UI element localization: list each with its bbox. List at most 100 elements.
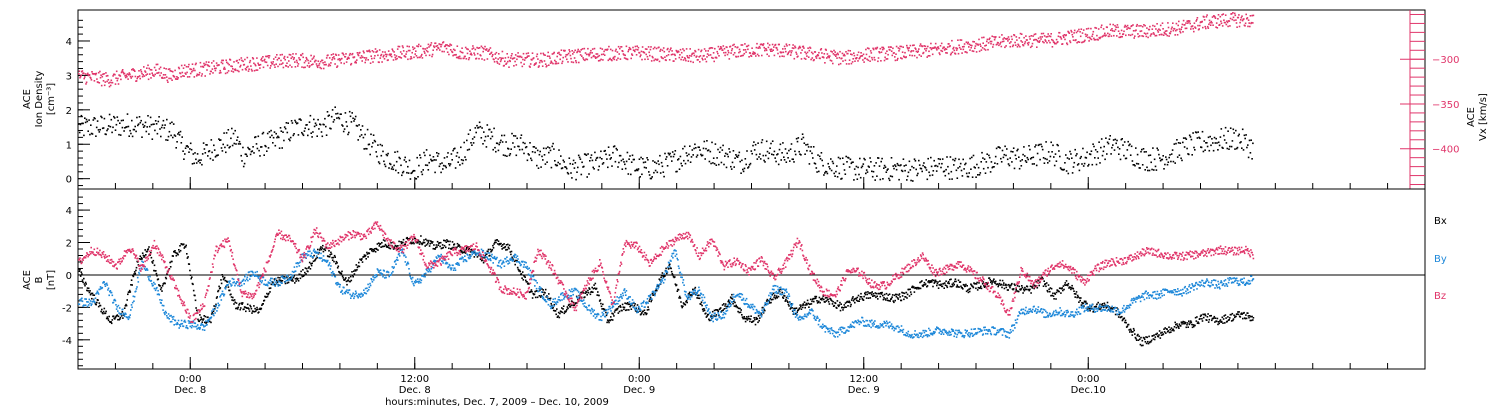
Bx-point	[358, 261, 360, 264]
ion-density-point	[575, 178, 577, 181]
ion-density-point	[290, 120, 293, 122]
vx-point	[842, 54, 845, 57]
ion-density-point	[770, 142, 772, 145]
Bx-point	[484, 254, 487, 257]
vx-point	[745, 51, 747, 53]
vx-point	[1091, 35, 1093, 38]
ion-density-point	[350, 121, 353, 123]
vx-point	[273, 58, 275, 60]
ion-density-point	[818, 155, 821, 158]
vx-point	[927, 45, 929, 48]
ion-density-point	[117, 119, 119, 122]
Bx-point	[993, 278, 995, 280]
vx-point	[222, 59, 224, 62]
ion-density-point	[134, 125, 136, 128]
vx-point	[185, 73, 187, 75]
vx-point	[550, 60, 552, 63]
vx-point	[773, 46, 775, 48]
Bx-point	[284, 282, 287, 285]
ion-density-point	[1029, 148, 1031, 151]
vx-point	[158, 71, 160, 74]
Bx-point	[730, 297, 733, 299]
vx-point	[137, 76, 140, 78]
vx-point	[365, 57, 368, 59]
ion-density-point	[842, 163, 845, 165]
Bx-point	[626, 302, 629, 304]
ion-density-point	[530, 159, 533, 162]
vx-point	[189, 68, 191, 70]
vx-point	[555, 61, 557, 63]
ion-density-point	[666, 165, 669, 167]
vx-point	[853, 54, 856, 57]
vx-point	[515, 64, 518, 66]
Bx-point	[397, 245, 399, 247]
Bx-point	[388, 247, 390, 249]
Bx-point	[801, 306, 804, 309]
vx-point	[633, 49, 635, 52]
vx-point	[1235, 19, 1237, 21]
Bx-point	[1003, 282, 1005, 284]
Bx-point	[218, 285, 220, 288]
Bx-point	[452, 246, 454, 249]
Bx-point	[183, 247, 186, 249]
Bx-point	[311, 262, 313, 265]
vx-point	[486, 58, 489, 60]
ion-density-point	[467, 133, 470, 135]
vx-point	[968, 46, 970, 48]
Bx-point	[215, 303, 217, 306]
Bx-point	[855, 297, 857, 300]
Bx-point	[737, 310, 739, 313]
ion-density-point	[746, 150, 748, 152]
ion-density-point	[699, 149, 701, 151]
vx-point	[1045, 36, 1048, 38]
ion-density-point	[545, 147, 547, 150]
ion-density-point	[978, 174, 981, 176]
Bx-point	[832, 300, 834, 303]
vx-point	[1092, 30, 1095, 33]
Bx-point	[1010, 283, 1013, 286]
vx-point	[1103, 34, 1105, 37]
vx-point	[1113, 34, 1115, 37]
Bx-point	[600, 302, 602, 305]
Bx-point	[965, 283, 967, 286]
ion-density-point	[260, 146, 262, 148]
vx-point	[937, 46, 939, 48]
vx-point	[85, 81, 88, 84]
Bx-point	[850, 299, 853, 301]
vx-point	[877, 60, 879, 63]
ion-density-point	[1209, 135, 1211, 138]
ion-density-point	[631, 154, 634, 157]
ion-density-point	[154, 120, 157, 122]
ion-density-point	[254, 136, 256, 139]
Bx-point	[1006, 284, 1008, 286]
vx-point	[159, 74, 161, 77]
Bx-point	[969, 287, 972, 290]
vx-point	[593, 54, 595, 57]
ion-density-point	[1061, 168, 1064, 171]
vx-point	[128, 72, 131, 74]
ion-density-point	[688, 153, 690, 156]
ion-density-point	[759, 158, 762, 160]
vx-point	[194, 69, 196, 72]
vx-point	[920, 55, 922, 57]
vx-point	[865, 53, 868, 56]
vx-point	[243, 63, 246, 66]
ion-density-point	[791, 158, 794, 160]
Bx-point	[885, 299, 887, 301]
Bx-point	[905, 291, 908, 294]
vx-point	[1055, 42, 1057, 45]
vx-point	[307, 59, 309, 62]
ion-density-point	[742, 170, 745, 173]
ion-density-point	[849, 158, 852, 161]
Bx-point	[528, 283, 530, 285]
Bx-point	[883, 293, 886, 296]
vx-point	[1001, 34, 1003, 36]
ion-density-point	[901, 170, 904, 173]
Bx-point	[422, 241, 425, 244]
vx-point	[579, 54, 582, 56]
vx-point	[1129, 27, 1131, 30]
vx-point	[162, 74, 165, 76]
ion-density-point	[408, 159, 411, 162]
vx-point	[1028, 35, 1031, 38]
ion-density-point	[442, 164, 445, 167]
